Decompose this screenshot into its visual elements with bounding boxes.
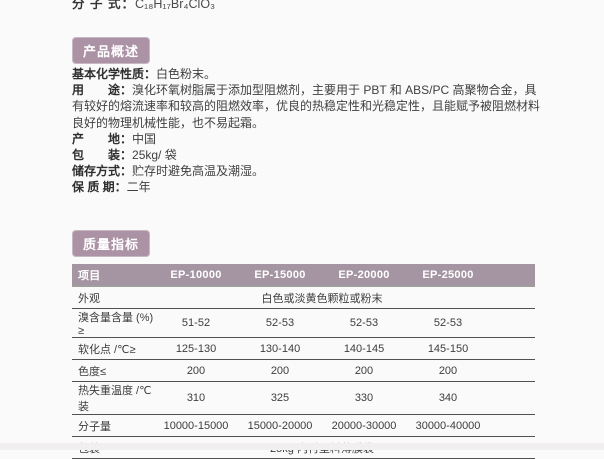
- spec-cell-value: 10000-15000: [154, 414, 238, 437]
- spec-row-label: 热失重温度 /℃装: [72, 381, 154, 415]
- field-value: 中国: [132, 131, 157, 146]
- field-label: 基本化学性质：: [72, 67, 157, 81]
- spec-cell-value: 140-145: [322, 337, 406, 360]
- spec-row-label: 色度≤: [72, 359, 154, 382]
- spec-header-row: 项目 EP-10000 EP-15000 EP-20000 EP-25000: [72, 264, 535, 287]
- spec-row: 软化点 /℃≥ 125-130 130-140 140-145 145-150: [72, 337, 535, 360]
- spec-cell-value: 130-140: [238, 337, 322, 360]
- overview-field: 产 地：中国: [72, 131, 542, 147]
- spec-row-label: 分子量: [72, 414, 154, 437]
- quality-spec-table: 项目 EP-10000 EP-15000 EP-20000 EP-25000 外观 白色或…: [72, 264, 535, 459]
- spec-cell-value: 200: [322, 359, 406, 382]
- spec-column-header: EP-15000: [238, 264, 322, 287]
- spec-cell-value: 20000-30000: [322, 414, 406, 437]
- spec-row-label: 软化点 /℃≥: [72, 337, 154, 360]
- spec-cell-value: 30000-40000: [406, 414, 490, 437]
- section-title-quality-index: 质量指标: [72, 230, 151, 257]
- spec-row: 分子量 10000-15000 15000-20000 20000-30000 3000…: [72, 414, 535, 437]
- spec-cell-value: 52-53: [322, 308, 406, 338]
- spec-row-spacer: [490, 286, 535, 309]
- spec-cell-value: 15000-20000: [238, 414, 322, 437]
- molecular-formula-label: 分 子 式：: [72, 0, 135, 11]
- overview-field: 保 质 期：二年: [72, 179, 542, 195]
- spec-row: 色度≤ 200 200 200 200: [72, 359, 535, 382]
- field-label: 储存方式：: [72, 164, 133, 179]
- spec-row-spacer: [490, 308, 535, 338]
- field-value: 二年: [126, 180, 151, 195]
- spec-column-header: EP-10000: [154, 264, 238, 287]
- field-label: 用 途：: [72, 83, 133, 98]
- spec-cell-value: 200: [154, 359, 238, 382]
- spec-cell-value: 340: [406, 381, 490, 415]
- field-value: 贮存时避免高温及潮湿。: [132, 164, 265, 179]
- spec-row-spacer: [490, 337, 535, 360]
- spec-column-header: EP-25000: [406, 264, 490, 287]
- overview-field: 储存方式：贮存时避免高温及潮湿。: [72, 163, 542, 179]
- spec-row-label: 外观: [72, 286, 154, 309]
- spec-header-spacer: [490, 264, 535, 287]
- spec-row-span-value: 白色或淡黄色颗粒或粉末: [154, 286, 490, 309]
- spec-row: 热失重温度 /℃装 310 325 330 340: [72, 381, 535, 415]
- overview-field: 包 装：25kg/ 袋: [72, 147, 542, 163]
- field-value: 25kg/ 袋: [132, 148, 177, 163]
- spec-row: 溴含量含量 (%) ≥51-52 52-53 52-53 52-53: [72, 308, 535, 338]
- field-label: 保 质 期：: [72, 180, 127, 195]
- spec-cell-value: 52-53: [238, 308, 322, 338]
- spec-cell-value: 200: [238, 359, 322, 382]
- spec-cell-value: 325: [238, 381, 322, 415]
- field-label: 包 装：: [72, 148, 133, 163]
- spec-column-header: 项目: [72, 264, 154, 287]
- field-value: 白色粉末。: [156, 67, 217, 81]
- overview-fields: 基本化学性质：白色粉末。用 途：溴化环氧树脂属于添加型阻燃剂，主要用于 PBT …: [72, 66, 542, 196]
- field-value: 溴化环氧树脂属于添加型阻燃剂，主要用于 PBT 和 ABS/PC 高聚物合金，具…: [72, 83, 541, 130]
- spec-cell-value: 51-52: [154, 308, 238, 338]
- spec-cell-value: 330: [322, 381, 406, 415]
- spec-cell-value: 145-150: [406, 337, 490, 360]
- spec-table-header: 项目 EP-10000 EP-15000 EP-20000 EP-25000: [72, 264, 535, 287]
- spec-table-body: 外观 白色或淡黄色颗粒或粉末 溴含量含量 (%) ≥51-52 52-53 52-53 5…: [72, 286, 535, 459]
- page-bottom-gutter: [0, 443, 604, 450]
- spec-cell-value: 200: [406, 359, 490, 382]
- field-label: 产 地：: [72, 131, 133, 146]
- spec-row-spacer: [490, 381, 535, 415]
- molecular-formula-value: C₁₈H₁₇Br₄ClO₃: [134, 0, 216, 11]
- spec-row-spacer: [490, 414, 535, 437]
- spec-row-spacer: [490, 359, 535, 382]
- spec-column-header: EP-20000: [322, 264, 406, 287]
- spec-row-label: 溴含量含量 (%) ≥: [72, 308, 154, 338]
- section-title-product-overview: 产品概述: [72, 37, 151, 64]
- overview-field: 基本化学性质：白色粉末。: [72, 66, 542, 82]
- spec-cell-value: 52-53: [406, 308, 490, 338]
- overview-field: 用 途：溴化环氧树脂属于添加型阻燃剂，主要用于 PBT 和 ABS/PC 高聚物…: [72, 82, 542, 131]
- spec-cell-value: 310: [154, 381, 238, 415]
- spec-cell-value: 125-130: [154, 337, 238, 360]
- spec-row: 外观 白色或淡黄色颗粒或粉末: [72, 286, 535, 309]
- molecular-formula: 分 子 式：C₁₈H₁₇Br₄ClO₃: [72, 0, 215, 12]
